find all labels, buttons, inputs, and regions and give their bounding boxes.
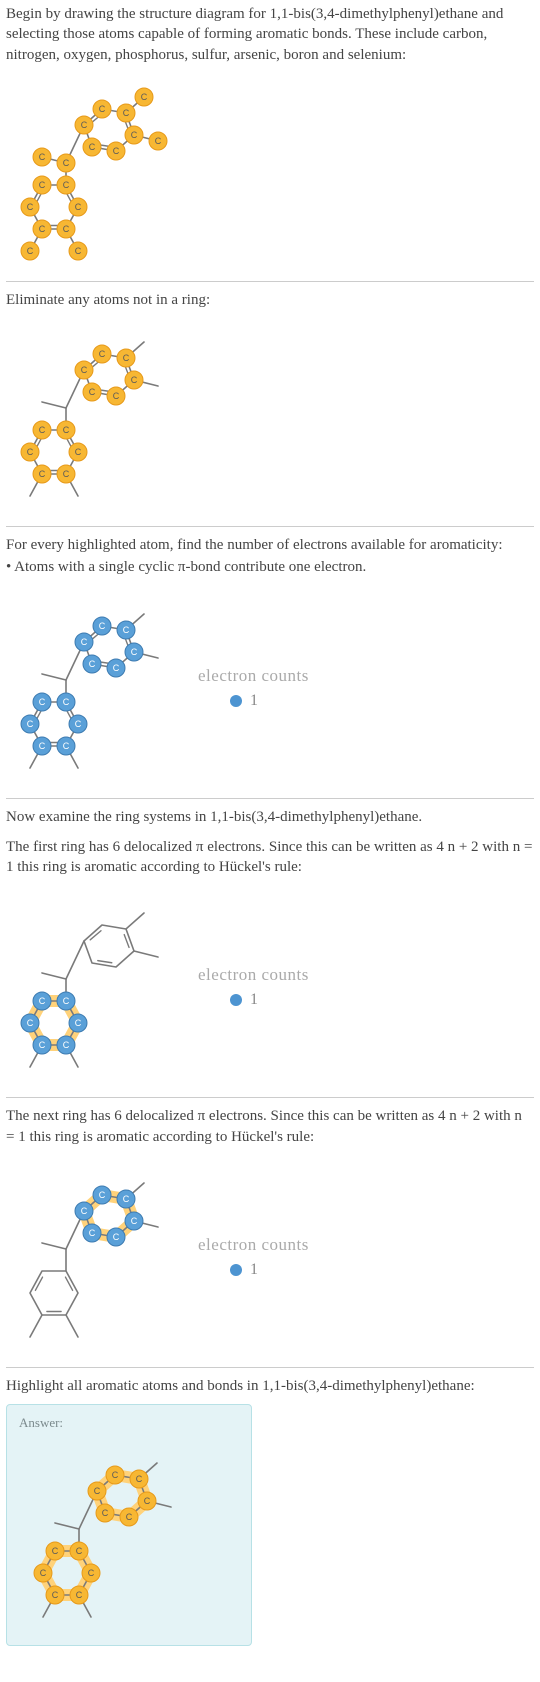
electron-intro-2: • Atoms with a single cyclic π-bond cont… [6, 557, 534, 577]
svg-text:C: C [63, 697, 70, 707]
diagram-1: C C C C C C C C C C C C C C C C C C [6, 71, 534, 271]
svg-text:C: C [39, 996, 46, 1006]
divider [6, 798, 534, 799]
legend-dot [230, 994, 242, 1006]
svg-text:C: C [113, 391, 120, 401]
svg-text:C: C [131, 1216, 138, 1226]
svg-text:C: C [123, 625, 130, 635]
svg-text:C: C [39, 741, 46, 751]
svg-text:C: C [39, 697, 46, 707]
svg-text:C: C [27, 447, 34, 457]
svg-text:C: C [52, 1590, 59, 1600]
final-text: Highlight all aromatic atoms and bonds i… [6, 1376, 534, 1396]
svg-text:C: C [113, 1232, 120, 1242]
legend-title: electron counts [198, 1235, 309, 1255]
svg-text:C: C [27, 202, 34, 212]
svg-text:C: C [141, 92, 148, 102]
svg-text:C: C [89, 142, 96, 152]
svg-text:C: C [99, 621, 106, 631]
svg-text:C: C [131, 647, 138, 657]
svg-text:C: C [126, 1512, 133, 1522]
legend-dot [230, 695, 242, 707]
svg-text:C: C [75, 202, 82, 212]
svg-text:C: C [75, 246, 82, 256]
svg-text:C: C [63, 180, 70, 190]
svg-text:C: C [155, 136, 162, 146]
svg-text:C: C [63, 469, 70, 479]
svg-text:C: C [88, 1568, 95, 1578]
divider [6, 281, 534, 282]
svg-text:C: C [144, 1496, 151, 1506]
answer-box: Answer: C C C C C C C C C C C C [6, 1404, 252, 1646]
next-ring-text: The next ring has 6 delocalized π electr… [6, 1106, 534, 1147]
legend-value: 1 [250, 692, 259, 710]
svg-text:C: C [136, 1474, 143, 1484]
svg-text:C: C [99, 349, 106, 359]
legend-title: electron counts [198, 965, 309, 985]
svg-text:C: C [113, 146, 120, 156]
svg-text:C: C [94, 1486, 101, 1496]
svg-text:C: C [131, 375, 138, 385]
svg-text:C: C [123, 108, 130, 118]
svg-text:C: C [63, 741, 70, 751]
electron-intro-1: For every highlighted atom, find the num… [6, 535, 534, 555]
answer-label: Answer: [19, 1415, 239, 1431]
diagram-5: C C C C C C [6, 1157, 176, 1357]
svg-text:C: C [81, 637, 88, 647]
svg-text:C: C [27, 719, 34, 729]
svg-text:C: C [39, 224, 46, 234]
first-ring-text: The first ring has 6 delocalized π elect… [6, 837, 534, 878]
examine-text: Now examine the ring systems in 1,1-bis(… [6, 807, 534, 827]
svg-text:C: C [113, 663, 120, 673]
svg-text:C: C [39, 469, 46, 479]
intro-text: Begin by drawing the structure diagram f… [6, 4, 534, 65]
diagram-2: C C C C C C C C C C C C [6, 316, 534, 516]
svg-text:C: C [81, 1206, 88, 1216]
svg-text:C: C [39, 425, 46, 435]
svg-text:C: C [99, 1190, 106, 1200]
divider [6, 1367, 534, 1368]
legend-title: electron counts [198, 666, 309, 686]
svg-text:C: C [27, 246, 34, 256]
legend-value: 1 [250, 991, 259, 1009]
svg-text:C: C [63, 224, 70, 234]
diagram-4: C C C C C C [6, 887, 176, 1087]
svg-text:C: C [40, 1568, 47, 1578]
eliminate-text: Eliminate any atoms not in a ring: [6, 290, 534, 310]
electron-legend: electron counts 1 [198, 666, 309, 710]
legend-dot [230, 1264, 242, 1276]
svg-text:C: C [39, 180, 46, 190]
svg-text:C: C [123, 353, 130, 363]
svg-text:C: C [81, 120, 88, 130]
diagram-answer: C C C C C C C C C C C C [19, 1437, 239, 1637]
svg-text:C: C [89, 1228, 96, 1238]
svg-text:C: C [76, 1590, 83, 1600]
svg-text:C: C [81, 365, 88, 375]
svg-text:C: C [75, 719, 82, 729]
svg-text:C: C [75, 447, 82, 457]
svg-text:C: C [63, 1040, 70, 1050]
svg-text:C: C [63, 158, 70, 168]
svg-text:C: C [63, 425, 70, 435]
diagram-3: C C C C C C C C C C C C [6, 588, 176, 788]
svg-text:C: C [63, 996, 70, 1006]
divider [6, 526, 534, 527]
electron-legend: electron counts 1 [198, 965, 309, 1009]
svg-text:C: C [89, 387, 96, 397]
divider [6, 1097, 534, 1098]
svg-text:C: C [102, 1508, 109, 1518]
electron-legend: electron counts 1 [198, 1235, 309, 1279]
svg-text:C: C [27, 1018, 34, 1028]
svg-text:C: C [123, 1194, 130, 1204]
svg-text:C: C [76, 1546, 83, 1556]
svg-text:C: C [39, 152, 46, 162]
svg-text:C: C [131, 130, 138, 140]
svg-text:C: C [99, 104, 106, 114]
legend-value: 1 [250, 1261, 259, 1279]
svg-text:C: C [89, 659, 96, 669]
svg-text:C: C [52, 1546, 59, 1556]
svg-text:C: C [39, 1040, 46, 1050]
svg-text:C: C [75, 1018, 82, 1028]
svg-text:C: C [112, 1470, 119, 1480]
